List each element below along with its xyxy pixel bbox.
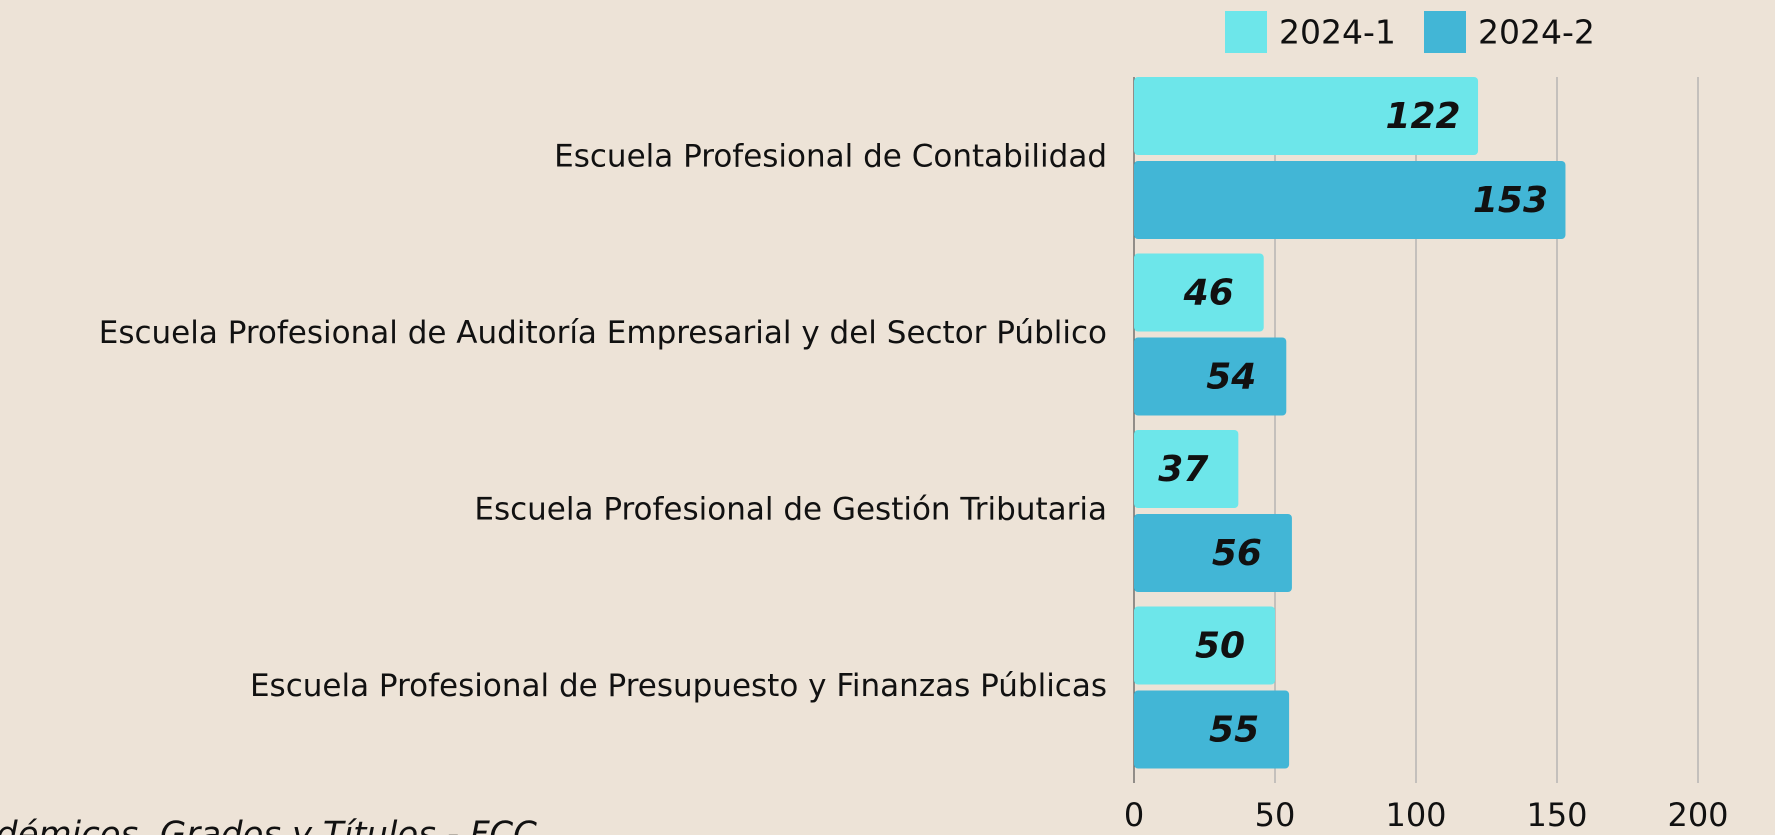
bar xyxy=(1134,606,1275,685)
value-label: 153 xyxy=(1473,180,1548,221)
legend-label: 2024-2 xyxy=(1478,13,1595,52)
value-label: 122 xyxy=(1385,96,1460,137)
x-tick-label: 200 xyxy=(1667,796,1728,834)
value-label: 56 xyxy=(1212,533,1262,574)
x-tick-label: 50 xyxy=(1255,796,1296,834)
value-label: 46 xyxy=(1183,273,1234,314)
x-tick-label: 0 xyxy=(1124,796,1144,834)
value-label: 50 xyxy=(1195,626,1245,667)
category-label: Escuela Profesional de Auditoría Empresa… xyxy=(99,315,1107,351)
category-label: Escuela Profesional de Gestión Tributari… xyxy=(474,492,1107,528)
legend-swatch xyxy=(1225,11,1267,53)
bar xyxy=(1134,690,1290,769)
x-tick-label: 100 xyxy=(1385,796,1446,834)
legend-label: 2024-1 xyxy=(1279,13,1396,52)
bar xyxy=(1134,430,1239,508)
category-label: Escuela Profesional de Contabilidad xyxy=(554,139,1107,175)
bar xyxy=(1134,77,1479,155)
x-tick-label: 150 xyxy=(1526,796,1587,834)
value-label: 37 xyxy=(1158,449,1208,490)
value-label: 55 xyxy=(1209,710,1259,751)
category-label: Escuela Profesional de Presupuesto y Fin… xyxy=(250,668,1107,704)
source-note: démicos, Grados y Títulos - FCC xyxy=(0,815,537,835)
bar xyxy=(1134,161,1566,239)
bar xyxy=(1134,337,1287,416)
bar xyxy=(1134,253,1264,332)
value-label: 54 xyxy=(1206,357,1256,398)
legend-swatch xyxy=(1424,11,1466,53)
bar xyxy=(1134,514,1292,592)
